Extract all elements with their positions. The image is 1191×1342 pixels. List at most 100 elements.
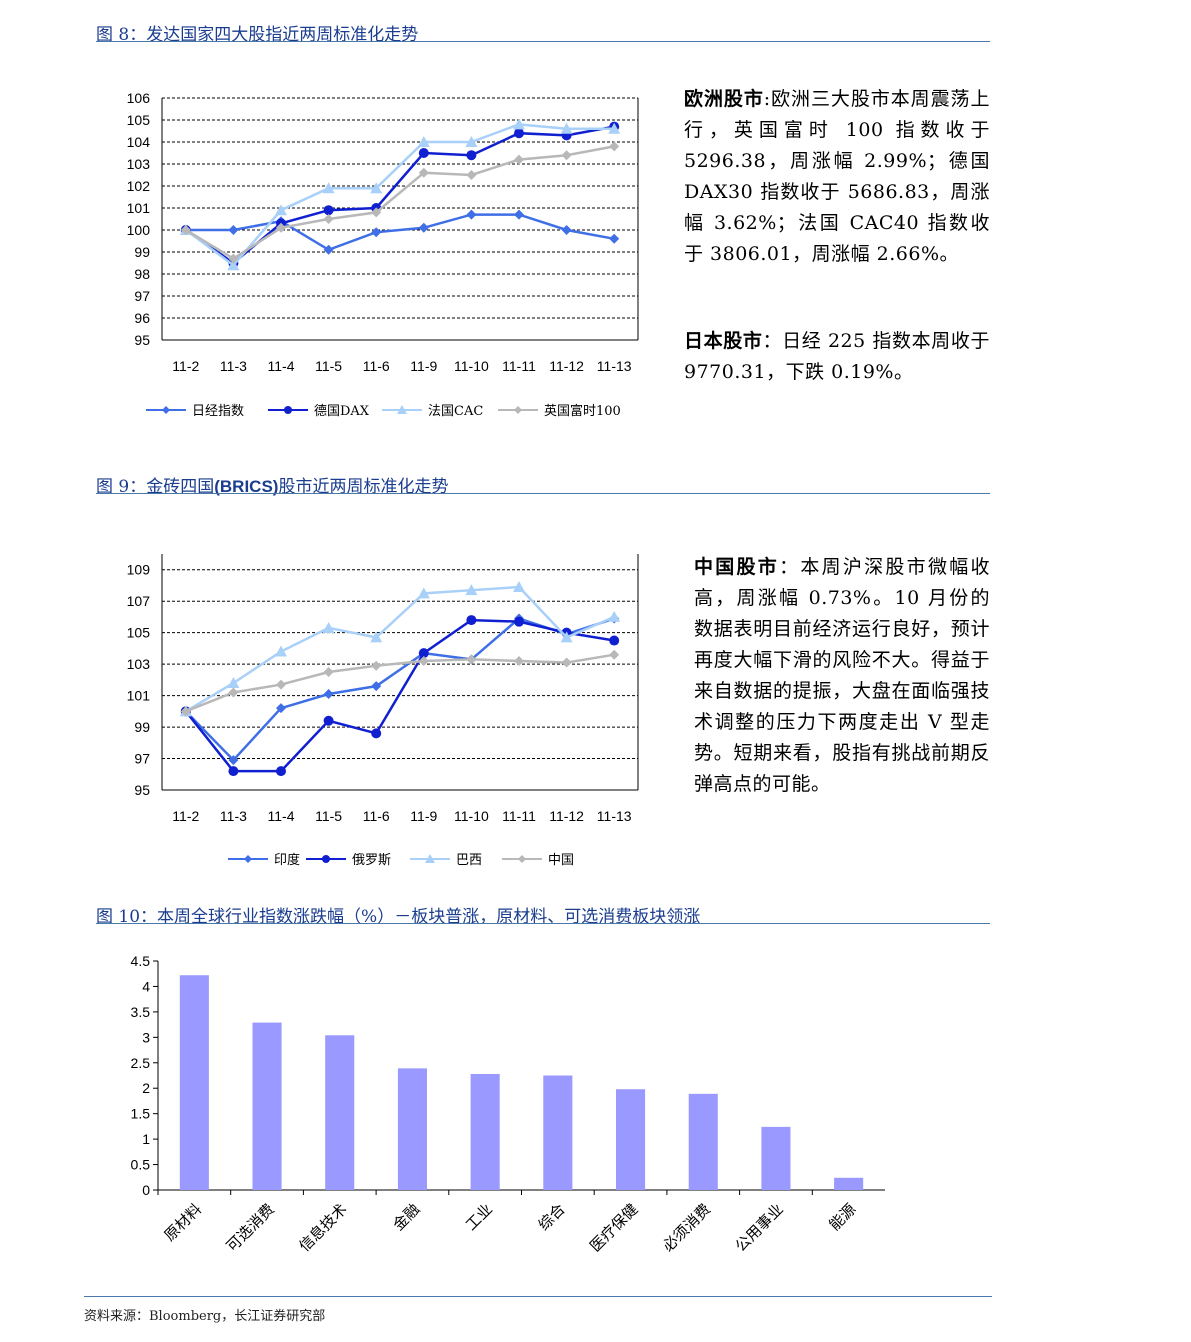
chart1-series-1-point: [371, 728, 382, 739]
chart1-series-3-point: [371, 660, 382, 671]
chart1-series-3-point: [228, 687, 239, 698]
fig10-bar-chart: 0 0.5 1 1.5 2 2.5 3 3.5 4 4.5 原材料 可选消费 信息技术 金融 工业 综合 医疗保…: [131, 953, 885, 1255]
chart1-ytick-label: 107: [127, 593, 151, 609]
chart1-series-3-point: [323, 667, 334, 677]
chart1-ytick-label: 109: [127, 562, 151, 578]
chart2-ytick-label: 3.5: [131, 1004, 151, 1020]
chart1-legend-marker-0: [244, 855, 252, 863]
chart1-ytick-label: 97: [134, 751, 150, 767]
chart2-bar: [397, 1068, 427, 1190]
chart2-xtick-label: 综合: [535, 1200, 569, 1234]
chart0-series-line-1: [185, 125, 615, 265]
chart1-series-line-1: [184, 618, 615, 773]
china-commentary: 中国股市：本周沪深股市微幅收高，周涨幅 0.73%。10 月份的数据表明目前经济…: [694, 552, 990, 800]
chart1-series-2-point: [275, 645, 287, 657]
chart2-xtick-label: 信息技术: [295, 1200, 350, 1255]
chart0-series-0-point: [466, 209, 477, 220]
chart0-legend-marker-0: [162, 406, 170, 414]
chart0-xtick-label: 11-5: [315, 358, 342, 374]
chart0-ytick-label: 101: [127, 200, 151, 216]
fig8-title-rule: [96, 41, 990, 42]
chart1-series-3-point: [276, 679, 286, 690]
chart1-xtick-label: 11-2: [172, 808, 199, 824]
chart0-series-3-point: [561, 150, 572, 161]
chart0-series-1-point: [323, 205, 334, 216]
chart1-series-3-point: [609, 649, 620, 660]
source-rule: [84, 1296, 992, 1297]
chart2-bar: [179, 975, 209, 1190]
chart2-ytick-label: 4: [142, 978, 150, 994]
chart0-xtick-label: 11-9: [410, 358, 437, 374]
chart1-series-1-point: [323, 715, 334, 726]
chart0-ytick-label: 100: [127, 222, 151, 238]
chart0-series-0-point: [323, 244, 334, 255]
chart1-series-1-point: [609, 635, 620, 646]
chart0-xtick-label: 11-12: [549, 358, 584, 374]
chart0-series-3-point: [466, 170, 477, 180]
chart2-xtick-label: 必须消费: [659, 1200, 714, 1255]
chart2-bar: [834, 1177, 864, 1190]
chart2-ytick-label: 4.5: [131, 953, 151, 969]
chart0-series-0-point: [561, 225, 572, 235]
chart1-ytick-label: 95: [134, 782, 150, 798]
chart0-ytick-label: 105: [127, 112, 151, 128]
chart2-bar: [616, 1089, 646, 1190]
chart2-xtick-label: 原材料: [161, 1200, 206, 1245]
chart2-xtick-label: 能源: [826, 1200, 860, 1234]
chart1-xtick-label: 11-3: [220, 808, 247, 824]
chart1-legend-label-3: 中国: [548, 853, 574, 868]
chart2-bar: [761, 1126, 791, 1190]
chart1-legend-marker-2: [425, 854, 435, 863]
chart0-series-3-point: [609, 141, 620, 152]
chart2-bar: [470, 1073, 500, 1190]
chart0-ytick-label: 97: [134, 288, 150, 304]
europe-commentary: 欧洲股市:欧洲三大股市本周震荡上行，英国富时 100 指数收于 5296.38，…: [684, 84, 990, 270]
chart1-series-2-point: [322, 621, 335, 633]
chart0-series-0-point: [609, 233, 620, 244]
chart0-legend-label-1: 德国DAX: [314, 404, 370, 419]
chart0-series-2-point: [560, 122, 573, 134]
chart0-ytick-label: 102: [127, 178, 151, 194]
chart1-series-1-point: [514, 616, 524, 627]
chart0-legend-marker-1: [284, 406, 292, 414]
chart0-ytick-label: 99: [134, 244, 150, 260]
chart0-series-line-0: [185, 213, 615, 252]
chart0-xtick-label: 11-10: [454, 358, 489, 374]
chart1-xtick-label: 11-4: [268, 808, 295, 824]
chart1-ytick-label: 101: [127, 688, 151, 704]
fig10-title-rule: [96, 923, 990, 924]
europe-label: 欧洲股市: [684, 88, 764, 110]
chart0-ytick-label: 103: [127, 156, 151, 172]
chart0-ytick-label: 96: [134, 310, 150, 326]
chart1-series-2-point: [608, 610, 621, 622]
china-body: ：本周沪深股市微幅收高，周涨幅 0.73%。10 月份的数据表明目前经济运行良好…: [694, 556, 990, 795]
chart0-series-1-point: [418, 148, 429, 158]
chart1-series-0-point: [371, 681, 382, 692]
chart1-legend-label-1: 俄罗斯: [352, 853, 391, 868]
chart1-ytick-label: 99: [134, 719, 150, 735]
chart0-series-2-point: [513, 118, 525, 130]
chart2-ytick-label: 2: [142, 1080, 150, 1096]
chart2-xtick-label: 金融: [389, 1200, 423, 1234]
chart0-legend-label-3: 英国富时100: [544, 403, 621, 419]
chart1-series-3-point: [418, 655, 429, 666]
chart1-series-0-point: [323, 689, 334, 700]
chart1-series-3-point: [561, 657, 572, 668]
source-note: 资料来源：Bloomberg，长江证券研究部: [84, 1309, 326, 1324]
chart0-series-0-point: [514, 209, 524, 220]
chart2-xtick-label: 工业: [462, 1200, 496, 1234]
chart0-series-3-point: [180, 225, 191, 235]
chart0-ytick-label: 106: [127, 90, 151, 106]
chart2-ytick-label: 1.5: [131, 1106, 151, 1122]
chart0-ytick-label: 104: [127, 134, 151, 150]
chart1-xtick-label: 11-11: [502, 808, 536, 824]
chart0-series-line-3: [185, 145, 615, 261]
chart0-series-3-point: [514, 154, 524, 165]
chart1-series-1-point: [276, 766, 286, 777]
chart1-xtick-label: 11-13: [597, 808, 632, 824]
chart0-xtick-label: 11-13: [597, 358, 632, 374]
chart0-legend-marker-2: [397, 405, 407, 414]
chart0-legend-label-2: 法国CAC: [428, 404, 483, 419]
chart0-series-1-point: [466, 150, 477, 161]
chart1-xtick-label: 11-6: [363, 808, 390, 824]
